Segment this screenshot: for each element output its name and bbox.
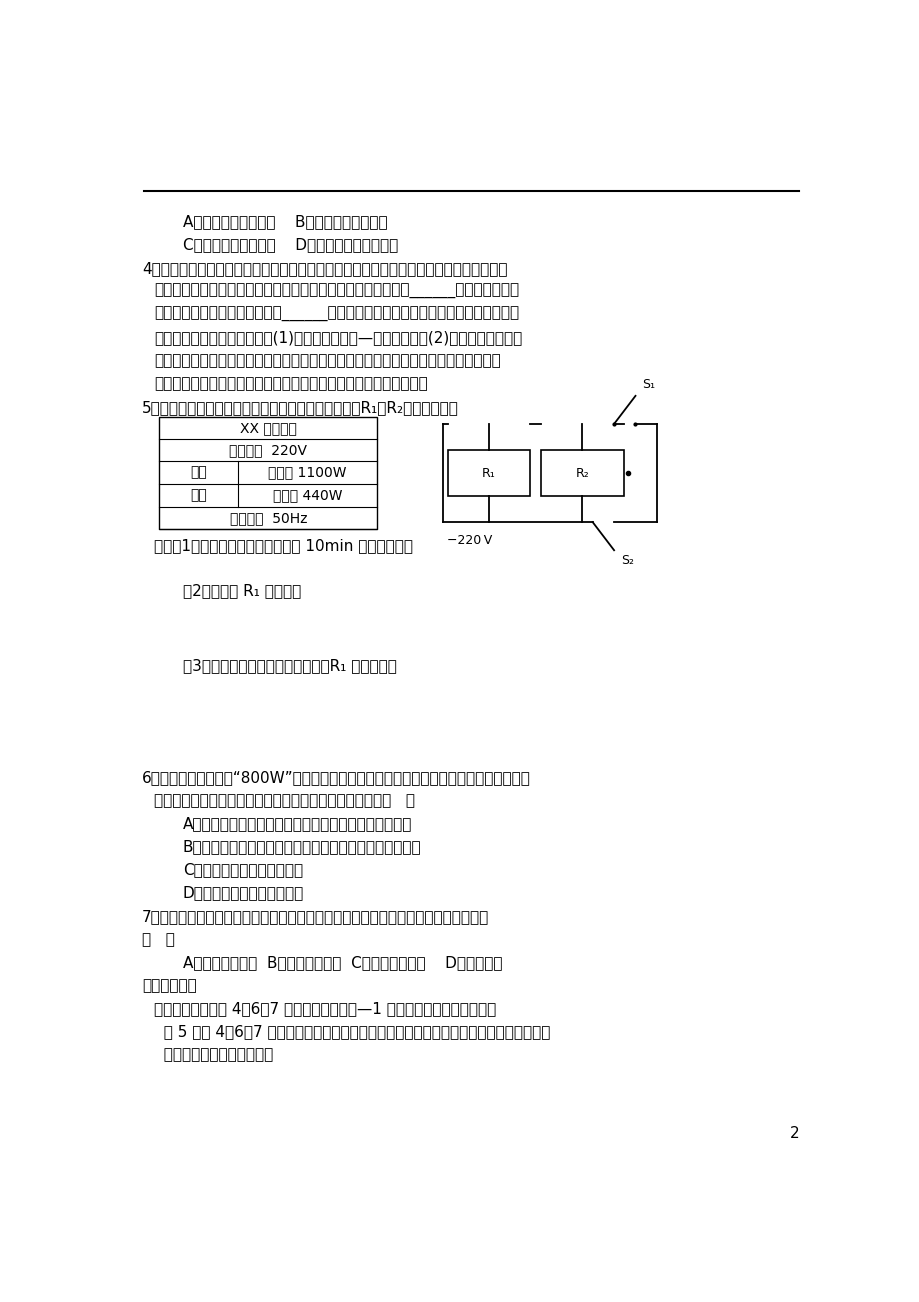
Text: A、白炽灯仍然能发光    B、电动机仍然能转动: A、白炽灯仍然能发光 B、电动机仍然能转动 (183, 214, 387, 229)
Text: 障的另一个原因是线路严重老化，线皮老化变质，绵缘性能变差，甚至龟裂露出线芯。: 障的另一个原因是线路严重老化，线皮老化变质，绵缘性能变差，甚至龟裂露出线芯。 (154, 353, 501, 368)
Text: 【学案整理】: 【学案整理】 (142, 978, 197, 993)
Text: 《达标练习》中第 4、6、7 题应正确运用公式—1 个因素改变去比较、判定；: 《达标练习》中第 4、6、7 题应正确运用公式—1 个因素改变去比较、判定； (154, 1001, 496, 1016)
Text: 2: 2 (789, 1126, 799, 1141)
Text: 高温档 1100W: 高温档 1100W (268, 466, 346, 479)
Text: A、一定比原来多  B、一定比原来少  C、一定与原来同    D、无法确定: A、一定比原来多 B、一定比原来少 C、一定与原来同 D、无法确定 (183, 954, 502, 970)
Text: −220 V: −220 V (446, 534, 492, 547)
Text: D、晚间烧水时，热量散失多: D、晚间烧水时，热量散失多 (183, 885, 303, 901)
Text: 第 5 题在 4、6、7 题基础上建立电烤筱在高温档、低温档时对应的工作电路，建立正确的: 第 5 题在 4、6、7 题基础上建立电烤筱在高温档、低温档时对应的工作电路，建… (154, 1023, 550, 1039)
Text: 当导线之间发生短路时，导线中电流过大，酿成火灾。（更换什么）: 当导线之间发生短路时，导线中电流过大，酿成火灾。（更换什么） (154, 376, 427, 392)
Text: 7、电炉丝断了，去掉一小段后仍然接在原来的电源两端，则产生的热量叙述正确的是: 7、电炉丝断了，去掉一小段后仍然接在原来的电源两端，则产生的热量叙述正确的是 (142, 909, 489, 923)
Bar (448, 450, 529, 496)
Text: 的时间比早晨烧一壶水所有的时间长，你认为主要原因是【   】: 的时间比早晨烧一壶水所有的时间长，你认为主要原因是【 】 (154, 793, 414, 809)
Text: B、晚间的大气压升高，水汸点升高，需要的热量比早晨多: B、晚间的大气压升高，水汸点升高，需要的热量比早晨多 (183, 840, 421, 854)
Bar (159, 417, 377, 529)
Text: 功率: 功率 (190, 488, 207, 503)
Text: 额定: 额定 (190, 466, 207, 479)
Text: XX 牌电烤箱: XX 牌电烤箱 (240, 421, 297, 435)
Text: 求：！1）电烤筱在高温档正常工作 10min 产生的热量；: 求：！1）电烤筱在高温档正常工作 10min 产生的热量； (154, 538, 413, 553)
Text: 5、下列为一台电烤筱的铭牌，其内部简化电路如下，R₁、R₂均为电热丝。: 5、下列为一台电烤筱的铭牌，其内部简化电路如下，R₁、R₂均为电热丝。 (142, 401, 459, 415)
Text: 不变），在该处消耗的电功率将______（增大、减小、不变），会产生局部过热，引发: 不变），在该处消耗的电功率将______（增大、减小、不变），会产生局部过热，引… (154, 307, 518, 322)
Text: （2）电路中 R₁ 的阻值；: （2）电路中 R₁ 的阻值； (183, 583, 301, 598)
Text: 【   】: 【 】 (142, 932, 175, 947)
Text: （3）电烤筱在低温档正常工作时，R₁ 的电功率。: （3）电烤筱在低温档正常工作时，R₁ 的电功率。 (183, 658, 396, 673)
Text: S₂: S₂ (620, 555, 633, 568)
Text: R₁: R₁ (482, 466, 495, 479)
Text: A、晚间电热水壶两端的电压低于早晨电热水壶两端电压: A、晚间电热水壶两端的电压低于早晨电热水壶两端电压 (183, 816, 412, 832)
Text: C、晚间的环境温度比早晨低: C、晚间的环境温度比早晨低 (183, 862, 302, 878)
Text: C、电饭锅仍然能煮饭    D、电烫斗仍然能烫衣服: C、电饭锅仍然能煮饭 D、电烫斗仍然能烫衣服 (183, 237, 398, 253)
Text: 电源频率  50Hz: 电源频率 50Hz (230, 512, 307, 525)
Text: 关系式。（变式题、设计）: 关系式。（变式题、设计） (154, 1047, 273, 1062)
Text: 4、近年来许多重大火灾都是因线路故障造成的。线路故障的一个原因是线路连接处接触不: 4、近年来许多重大火灾都是因线路故障造成的。线路故障的一个原因是线路连接处接触不 (142, 260, 507, 276)
Text: S₁: S₁ (641, 378, 655, 391)
Text: 6、小明家新买了一只“800W”的电热水壶，他经过几次使用发现：晚饭后烧开一壶水所有: 6、小明家新买了一只“800W”的电热水壶，他经过几次使用发现：晚饭后烧开一壶水… (142, 771, 530, 785)
Text: 额定电压  220V: 额定电压 220V (229, 443, 307, 457)
Text: 火灾。（你观察电焊作业时，(1)火光发生的位置—燕化的位置；(2)工作原理。线路故: 火灾。（你观察电焊作业时，(1)火光发生的位置—燕化的位置；(2)工作原理。线路… (154, 331, 522, 345)
Text: 良。当线路连接处接触不良时，与连接完好相比，该处的阻值将______（增大、减小、: 良。当线路连接处接触不良时，与连接完好相比，该处的阻值将______（增大、减小… (154, 284, 518, 299)
Text: 低温档 440W: 低温档 440W (273, 488, 342, 503)
Bar (540, 450, 623, 496)
Text: R₂: R₂ (575, 466, 588, 479)
